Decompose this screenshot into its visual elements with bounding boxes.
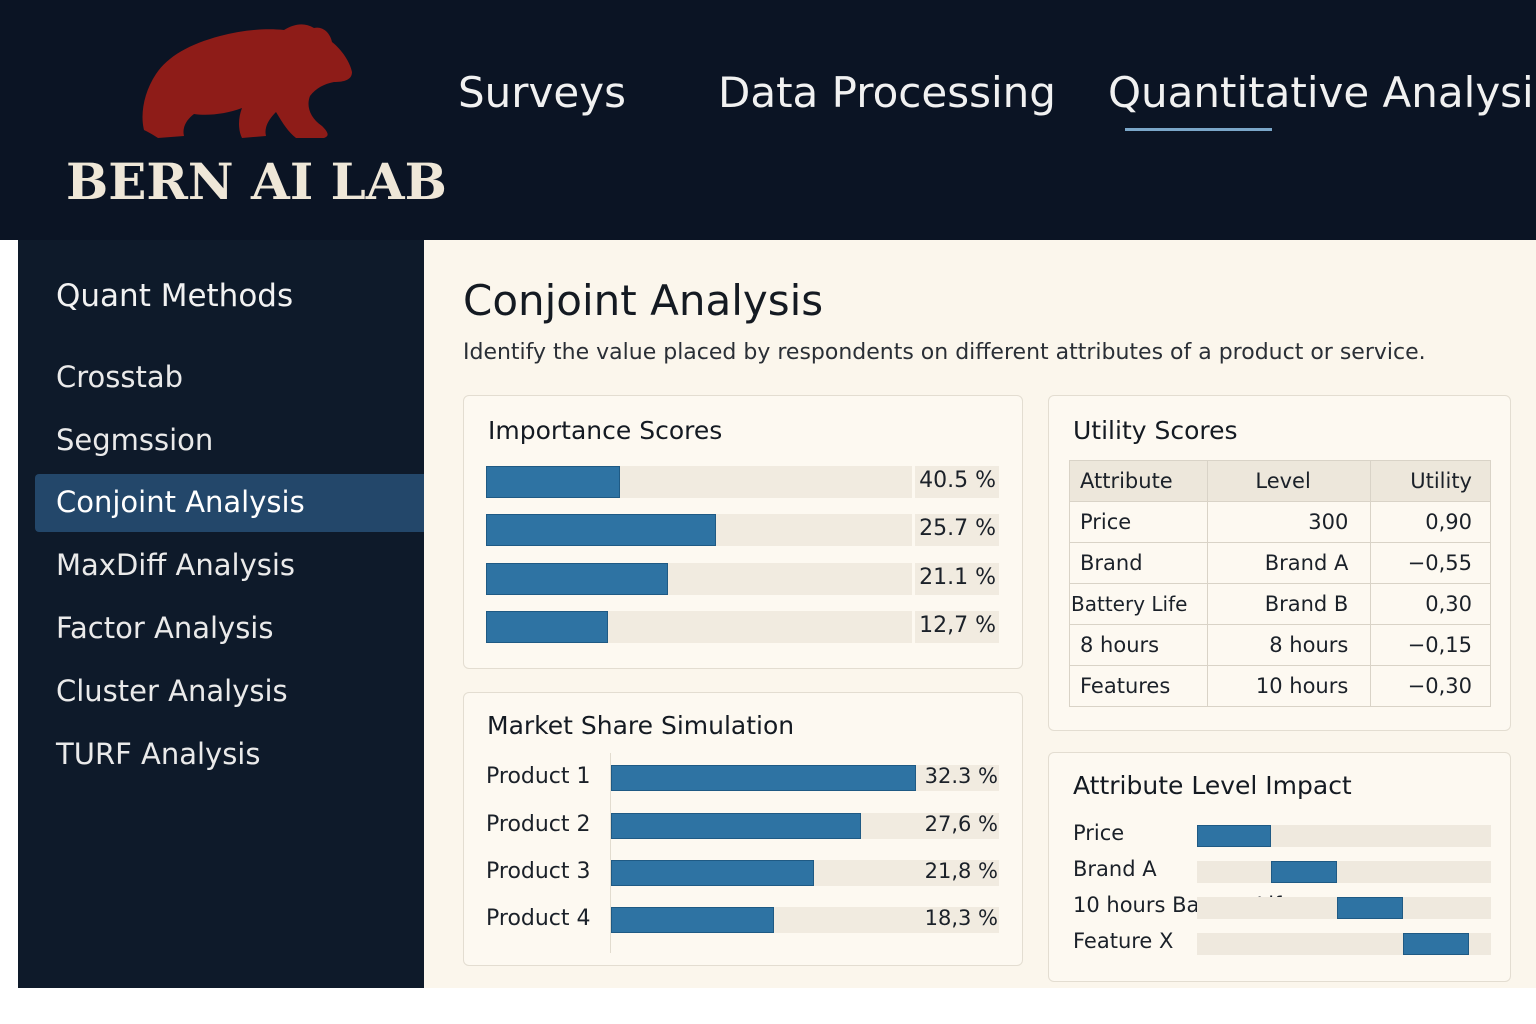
impact-bar xyxy=(1197,825,1271,847)
table-row: Features 10 hours −0,30 xyxy=(1069,665,1491,707)
importance-bar xyxy=(486,563,668,595)
market-share-bar xyxy=(611,765,916,791)
cell-utility: −0,15 xyxy=(1370,624,1491,666)
market-share-card: Market Share Simulation Product 1 32.3 % P… xyxy=(463,692,1023,966)
sidebar-item-conjoint-analysis[interactable]: Conjoint Analysis xyxy=(56,485,305,519)
sidebar-item-factor-analysis[interactable]: Factor Analysis xyxy=(56,611,274,645)
sidebar-item-maxdiff-analysis[interactable]: MaxDiff Analysis xyxy=(56,548,296,582)
importance-value-box xyxy=(915,514,999,546)
sidebar-item-segmssion[interactable]: Segmssion xyxy=(56,423,214,457)
utility-table: Attribute Level Utility Price 300 0,90 B… xyxy=(1069,460,1491,707)
importance-value-box xyxy=(915,466,999,498)
market-share-product-label: Product 3 xyxy=(486,859,591,884)
market-share-bar xyxy=(611,860,814,886)
importance-value-label: 40.5 % xyxy=(919,468,996,493)
importance-value-label: 12,7 % xyxy=(919,613,996,638)
nav-surveys[interactable]: Surveys xyxy=(458,68,626,117)
utility-scores-card: Utility Scores Attribute Level Utility P… xyxy=(1048,395,1511,731)
cell-level: 8 hours xyxy=(1206,624,1372,666)
sidebar-item-cluster-analysis[interactable]: Cluster Analysis xyxy=(56,674,288,708)
impact-bar-track xyxy=(1197,861,1491,883)
cell-attribute: Brand xyxy=(1069,542,1208,584)
cell-level: 300 xyxy=(1206,501,1372,543)
cell-utility: 0,90 xyxy=(1370,501,1491,543)
importance-bar xyxy=(486,611,608,643)
sidebar-item-crosstab[interactable]: Crosstab xyxy=(56,360,184,394)
impact-attribute-label: Feature X xyxy=(1073,929,1174,953)
market-share-value-label: 32.3 % xyxy=(924,764,998,788)
impact-attribute-label: Price xyxy=(1073,821,1125,845)
market-share-title: Market Share Simulation xyxy=(487,711,795,740)
market-share-value-label: 27,6 % xyxy=(924,812,998,836)
table-row: Battery Life Brand B 0,30 xyxy=(1069,583,1491,625)
impact-bar xyxy=(1271,861,1337,883)
importance-scores-title: Importance Scores xyxy=(488,416,723,445)
bear-icon xyxy=(142,24,352,138)
sidebar-item-turf-analysis[interactable]: TURF Analysis xyxy=(56,737,261,771)
importance-value-label: 21.1 % xyxy=(919,565,996,590)
column-header-attribute: Attribute xyxy=(1069,460,1208,502)
cell-utility: 0,30 xyxy=(1370,583,1491,625)
cell-utility: −0,55 xyxy=(1370,542,1491,584)
main-content: Conjoint Analysis Identify the value pla… xyxy=(424,240,1536,988)
cell-level: Brand A xyxy=(1206,542,1372,584)
market-share-product-label: Product 4 xyxy=(486,906,591,931)
cell-attribute: Battery Life xyxy=(1069,583,1208,625)
importance-value-box xyxy=(915,611,999,643)
attribute-level-impact-card: Attribute Level Impact Price Brand A 10 ho… xyxy=(1048,752,1511,982)
nav-quantitative-analysis[interactable]: Quantitative Analysis xyxy=(1108,68,1536,117)
utility-scores-title: Utility Scores xyxy=(1073,416,1238,445)
impact-bar xyxy=(1403,933,1469,955)
cell-attribute: Features xyxy=(1069,665,1208,707)
nav-data-processing[interactable]: Data Processing xyxy=(718,68,1056,117)
cell-utility: −0,30 xyxy=(1370,665,1491,707)
cell-attribute: Price xyxy=(1069,501,1208,543)
table-row: Price 300 0,90 xyxy=(1069,501,1491,543)
sidebar-heading: Quant Methods xyxy=(56,278,294,314)
column-header-utility: Utility xyxy=(1370,460,1491,502)
page-title: Conjoint Analysis xyxy=(463,276,824,325)
market-share-bar xyxy=(611,813,861,839)
table-row: 8 hours 8 hours −0,15 xyxy=(1069,624,1491,666)
top-header: BERN AI LAB Surveys Data Processing Quan… xyxy=(0,0,1536,240)
impact-bar xyxy=(1337,897,1403,919)
importance-bar xyxy=(486,466,620,498)
nav-active-underline xyxy=(1125,128,1272,131)
impact-attribute-label: Brand A xyxy=(1073,857,1157,881)
market-share-value-label: 21,8 % xyxy=(924,859,998,883)
attribute-level-impact-title: Attribute Level Impact xyxy=(1073,771,1352,800)
page-subtitle: Identify the value placed by respondents… xyxy=(463,340,1426,365)
cell-attribute: 8 hours xyxy=(1069,624,1208,666)
cell-level: 10 hours xyxy=(1206,665,1372,707)
market-share-bar xyxy=(611,907,774,933)
importance-scores-card: Importance Scores 40.5 % 25.7 % 21.1 % 12,7… xyxy=(463,395,1023,669)
market-share-value-label: 18,3 % xyxy=(924,906,998,930)
cell-level: Brand B xyxy=(1206,583,1372,625)
importance-bar xyxy=(486,514,716,546)
table-header-row: Attribute Level Utility xyxy=(1069,460,1491,502)
table-row: Brand Brand A −0,55 xyxy=(1069,542,1491,584)
sidebar-active-highlight xyxy=(35,474,424,532)
importance-value-box xyxy=(915,563,999,595)
market-share-product-label: Product 1 xyxy=(486,764,591,789)
market-share-axis xyxy=(610,753,611,953)
market-share-product-label: Product 2 xyxy=(486,812,591,837)
importance-value-label: 25.7 % xyxy=(919,516,996,541)
brand-name: BERN AI LAB xyxy=(66,152,447,211)
sidebar: Quant Methods Crosstab Segmssion Conjoin… xyxy=(18,240,424,988)
column-header-level: Level xyxy=(1206,460,1372,502)
